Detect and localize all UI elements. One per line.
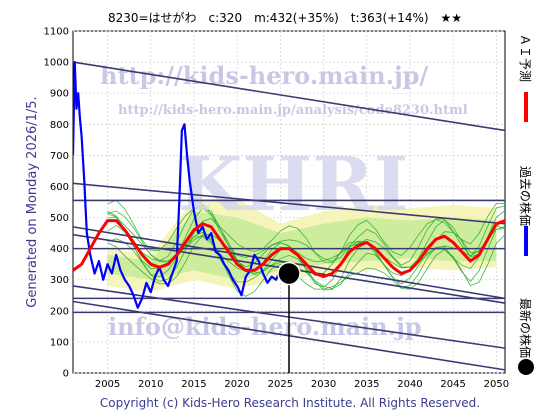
y-tick-label: 900 <box>50 89 69 100</box>
x-tick-label: 2035 <box>354 379 379 390</box>
y-tick-label: 400 <box>50 244 69 255</box>
y-tick-label: 500 <box>50 213 69 224</box>
x-tick-label: 2020 <box>224 379 249 390</box>
forecast-path <box>107 234 505 297</box>
legend-past-label: 過去の株価 <box>518 166 533 226</box>
ai-forecast-line <box>73 219 505 279</box>
x-tick-label: 2025 <box>268 379 293 390</box>
y-tick-label: 200 <box>50 306 69 317</box>
y-tick-label: 1000 <box>44 58 69 69</box>
legend-ai-label: ＡＩ予測 <box>518 34 532 82</box>
chart-title: 8230=はせがわ c:320 m:432(+35%) t:363(+14%) … <box>108 10 462 25</box>
y-tick-label: 700 <box>50 151 69 162</box>
y-tick-label: 300 <box>50 275 69 286</box>
x-tick-label: 2005 <box>95 379 120 390</box>
x-tick-label: 2050 <box>484 379 509 390</box>
watermark-sub-url: http://kids-hero.main.jp/analysis/code82… <box>118 103 468 118</box>
y-tick-label: 600 <box>50 182 69 193</box>
x-axis: 2005 2010 2015 2020 2025 2030 2035 2040 2045 2050 <box>95 379 509 390</box>
trend-line <box>73 182 505 225</box>
y-tick-label: 800 <box>50 120 69 131</box>
legend: ＡＩ予測 過去の株価 最新の株価 <box>518 34 534 375</box>
legend-latest-label: 最新の株価 <box>518 298 533 358</box>
copyright-footer: Copyright (c) Kids-Hero Research Institu… <box>100 396 480 410</box>
latest-price-marker <box>277 261 301 373</box>
watermark-url: http://kids-hero.main.jp/ <box>100 61 428 90</box>
past-price-line <box>73 60 290 309</box>
price-series <box>73 60 505 309</box>
forecast-bands <box>107 198 497 293</box>
x-tick-label: 2015 <box>181 379 206 390</box>
trend-line <box>73 61 505 132</box>
generated-date-label: Generated on Monday 2026/1/5. <box>25 96 40 307</box>
watermark-email: info@kids-hero.main.jp <box>108 312 422 341</box>
x-tick-label: 2010 <box>138 379 163 390</box>
legend-latest-dot <box>518 359 534 375</box>
latest-price-dot <box>277 261 301 286</box>
x-tick-label: 2045 <box>440 379 465 390</box>
x-tick-label: 2030 <box>311 379 336 390</box>
forecast-band <box>107 211 497 280</box>
y-axis: 0 100 200 300 400 500 600 700 800 900 1000 1100 <box>44 27 69 380</box>
watermark-big: KHRI <box>178 142 408 228</box>
forecast-path <box>107 199 505 263</box>
y-tick-label: 100 <box>50 337 69 348</box>
trend-lines <box>73 61 505 371</box>
x-tick-label: 2040 <box>397 379 422 390</box>
y-tick-label: 0 <box>63 369 69 380</box>
forecast-path <box>107 204 505 266</box>
y-tick-label: 1100 <box>44 27 69 38</box>
